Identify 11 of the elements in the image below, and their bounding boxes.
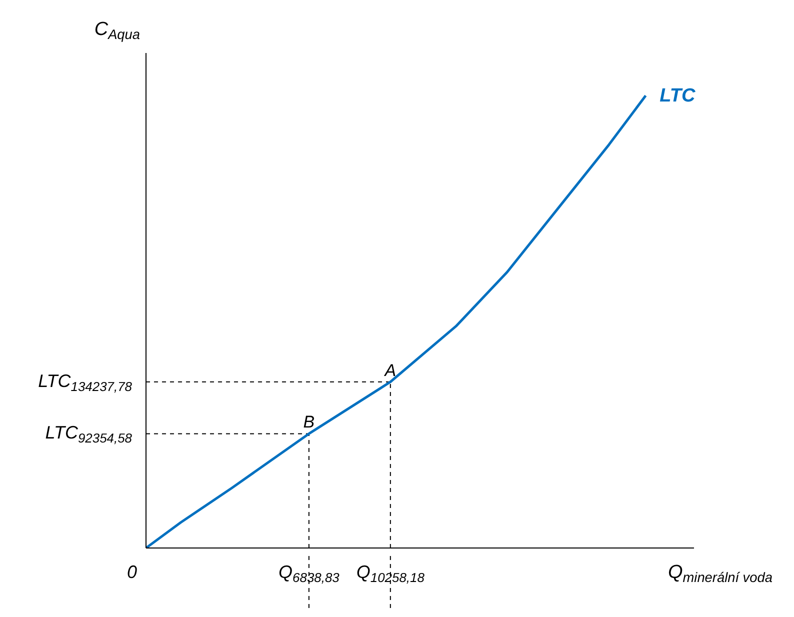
line-series [146, 94, 647, 548]
annotation: B [303, 412, 315, 432]
y-axis-title: C$_{Aqua}$ [94, 19, 140, 42]
x-axis-title: Q$_{minerální voda}$ [668, 562, 773, 586]
annotation: A [384, 360, 396, 380]
y-tick-label: LTC$_{134237,78}$ [38, 370, 133, 394]
x-tick-label: 0 [126, 562, 138, 582]
x-tick-label: Q$_{6838,83}$ [278, 562, 340, 585]
x-tick-label: Q$_{10258,18}$ [356, 562, 426, 585]
series-label: LTC [660, 86, 696, 107]
y-tick-label: LTC$_{92354,58}$ [45, 422, 133, 446]
